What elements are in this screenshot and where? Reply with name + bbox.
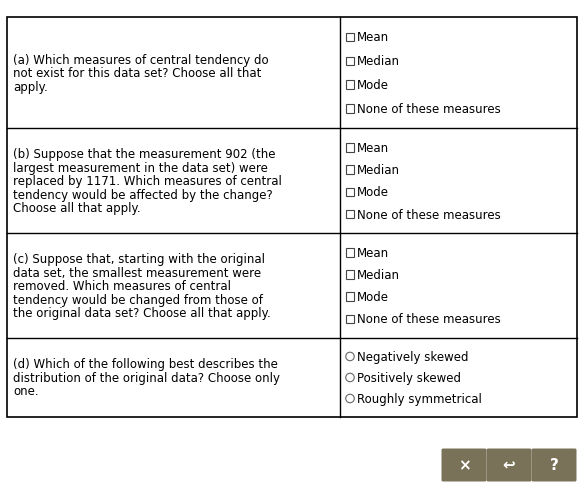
FancyBboxPatch shape <box>441 448 487 482</box>
Text: ↩: ↩ <box>502 458 515 472</box>
Text: Mode: Mode <box>357 79 389 92</box>
Circle shape <box>346 352 354 361</box>
Bar <box>346 144 354 152</box>
Circle shape <box>346 373 354 382</box>
Bar <box>346 166 354 175</box>
Text: tendency would be changed from those of: tendency would be changed from those of <box>13 293 263 306</box>
Text: (c) Suppose that, starting with the original: (c) Suppose that, starting with the orig… <box>13 253 265 265</box>
Text: Median: Median <box>357 164 400 177</box>
Bar <box>346 315 354 324</box>
Text: ?: ? <box>549 458 558 472</box>
Text: removed. Which measures of central: removed. Which measures of central <box>13 280 231 292</box>
FancyBboxPatch shape <box>487 448 531 482</box>
Text: Mode: Mode <box>357 186 389 199</box>
Text: largest measurement in the data set) were: largest measurement in the data set) wer… <box>13 162 268 174</box>
Circle shape <box>346 394 354 403</box>
Bar <box>346 105 354 114</box>
Text: None of these measures: None of these measures <box>357 208 501 221</box>
Bar <box>346 248 354 257</box>
Bar <box>346 210 354 219</box>
Text: replaced by 1171. Which measures of central: replaced by 1171. Which measures of cent… <box>13 175 282 188</box>
Text: Mean: Mean <box>357 31 389 44</box>
Bar <box>7 18 577 417</box>
Text: not exist for this data set? Choose all that: not exist for this data set? Choose all … <box>13 67 261 80</box>
Text: Median: Median <box>357 268 400 282</box>
Text: Mean: Mean <box>357 142 389 155</box>
Text: data set, the smallest measurement were: data set, the smallest measurement were <box>13 266 261 279</box>
Text: distribution of the original data? Choose only: distribution of the original data? Choos… <box>13 371 280 384</box>
Text: (b) Suppose that the measurement 902 (the: (b) Suppose that the measurement 902 (th… <box>13 148 275 161</box>
Text: (d) Which of the following best describes the: (d) Which of the following best describe… <box>13 358 278 371</box>
Bar <box>346 293 354 301</box>
Text: Median: Median <box>357 55 400 68</box>
Text: apply.: apply. <box>13 81 48 94</box>
Bar <box>346 58 354 66</box>
Text: None of these measures: None of these measures <box>357 103 501 116</box>
Text: None of these measures: None of these measures <box>357 313 501 325</box>
Text: Choose all that apply.: Choose all that apply. <box>13 202 141 215</box>
Text: Mode: Mode <box>357 290 389 304</box>
Bar <box>346 81 354 90</box>
FancyBboxPatch shape <box>531 448 576 482</box>
Text: Positively skewed: Positively skewed <box>357 371 461 384</box>
Text: (a) Which measures of central tendency do: (a) Which measures of central tendency d… <box>13 54 269 66</box>
Text: one.: one. <box>13 385 39 398</box>
Bar <box>346 188 354 197</box>
Text: the original data set? Choose all that apply.: the original data set? Choose all that a… <box>13 306 271 320</box>
Text: tendency would be affected by the change?: tendency would be affected by the change… <box>13 188 273 202</box>
Bar <box>346 34 354 42</box>
Text: Negatively skewed: Negatively skewed <box>357 350 469 363</box>
Text: Mean: Mean <box>357 246 389 259</box>
Text: Roughly symmetrical: Roughly symmetrical <box>357 392 482 405</box>
Text: ×: × <box>458 458 470 472</box>
Bar <box>346 271 354 279</box>
